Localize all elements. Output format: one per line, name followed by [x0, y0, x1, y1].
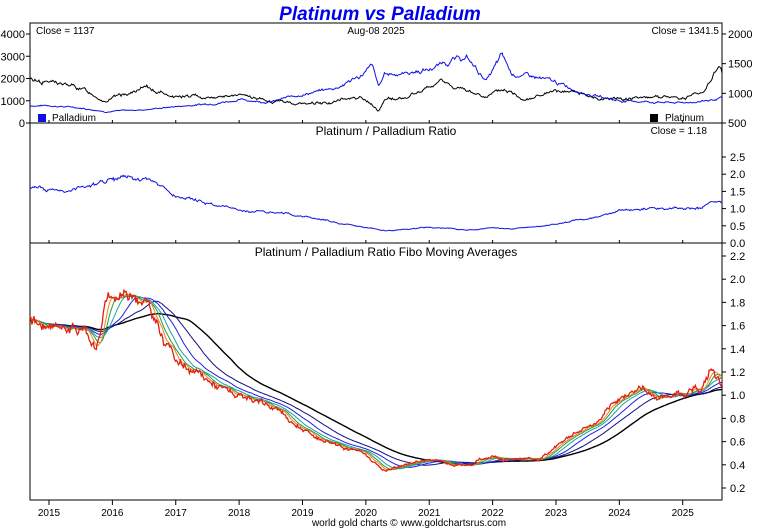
x-tick-label: 2024	[608, 508, 631, 519]
ma-89-line	[29, 312, 723, 465]
x-tick-label: 2020	[355, 508, 378, 519]
y-ratio-tick-label: 1.5	[730, 186, 745, 198]
ma-8-line	[29, 292, 723, 471]
y-fibo-tick-label: 1.6	[730, 321, 745, 333]
y-left-tick-label: 2000	[1, 74, 25, 86]
y-left-tick-label: 4000	[1, 29, 25, 41]
y-fibo-tick-label: 1.4	[730, 344, 745, 356]
x-tick-label: 2018	[228, 508, 251, 519]
x-tick-label: 2015	[38, 508, 61, 519]
y-fibo-tick-label: 1.2	[730, 367, 745, 379]
y-fibo-tick-label: 1.0	[730, 390, 745, 402]
y-fibo-tick-label: 2.2	[730, 251, 745, 263]
date-label: Aug-08 2025	[347, 26, 405, 37]
fibo-panel-title: Platinum / Palladium Ratio Fibo Moving A…	[255, 245, 518, 259]
legend-platinum-swatch	[650, 114, 658, 122]
y-right-tick-label: 500	[728, 118, 746, 130]
x-tick-label: 2016	[101, 508, 124, 519]
x-tick-label: 2022	[481, 508, 504, 519]
y-fibo-tick-label: 0.2	[730, 483, 745, 495]
ma-55-line	[29, 300, 723, 466]
ma-13-line	[29, 294, 723, 471]
palladium-price-line	[29, 52, 723, 114]
x-tick-label: 2017	[165, 508, 188, 519]
ratio-panel-title: Platinum / Palladium Ratio	[316, 124, 457, 138]
close-right-label: Close = 1341.5	[651, 26, 719, 37]
series-lines	[29, 52, 723, 473]
y-fibo-tick-label: 0.6	[730, 437, 745, 449]
ratio-close-label: Close = 1.18	[651, 126, 708, 137]
x-tick-label: 2023	[545, 508, 568, 519]
y-fibo-tick-label: 1.8	[730, 297, 745, 309]
footer-credit: world gold charts © www.goldchartsrus.co…	[311, 518, 506, 529]
y-left-tick-label: 1000	[1, 96, 25, 108]
axes: 2015 2016 2017 2018 2019 2020 2021 2022 2023 2024…	[1, 29, 753, 519]
y-ratio-tick-label: 0.5	[730, 221, 745, 233]
y-fibo-tick-label: 0.4	[730, 460, 745, 472]
x-tick-label: 2019	[291, 508, 314, 519]
y-left-tick-label: 3000	[1, 51, 25, 63]
legend-palladium-label: Palladium	[52, 113, 96, 124]
ma-34-line	[29, 296, 723, 468]
x-tick-label: 2025	[672, 508, 695, 519]
close-left-label: Close = 1137	[36, 26, 95, 37]
legend-platinum-label: Platinum	[665, 113, 704, 124]
y-fibo-tick-label: 2.0	[730, 274, 745, 286]
y-left-tick-label: 0	[19, 118, 25, 130]
panel-ratio-frame	[29, 122, 723, 244]
legend-palladium-swatch	[38, 114, 46, 122]
y-right-tick-label: 2000	[728, 29, 752, 41]
fibo-ratio-line	[29, 288, 723, 473]
y-ratio-tick-label: 0.0	[730, 238, 745, 250]
chart-title: Platinum vs Palladium	[279, 4, 481, 25]
x-tick-label: 2021	[418, 508, 441, 519]
y-fibo-tick-label: 0.8	[730, 413, 745, 425]
y-ratio-tick-label: 2.0	[730, 169, 745, 181]
platinum-price-line	[29, 65, 723, 112]
y-ratio-tick-label: 2.5	[730, 152, 745, 164]
y-ratio-tick-label: 1.0	[730, 204, 745, 216]
y-right-tick-label: 1000	[728, 88, 752, 100]
ratio-line	[29, 174, 723, 232]
y-right-tick-label: 1500	[728, 59, 752, 71]
